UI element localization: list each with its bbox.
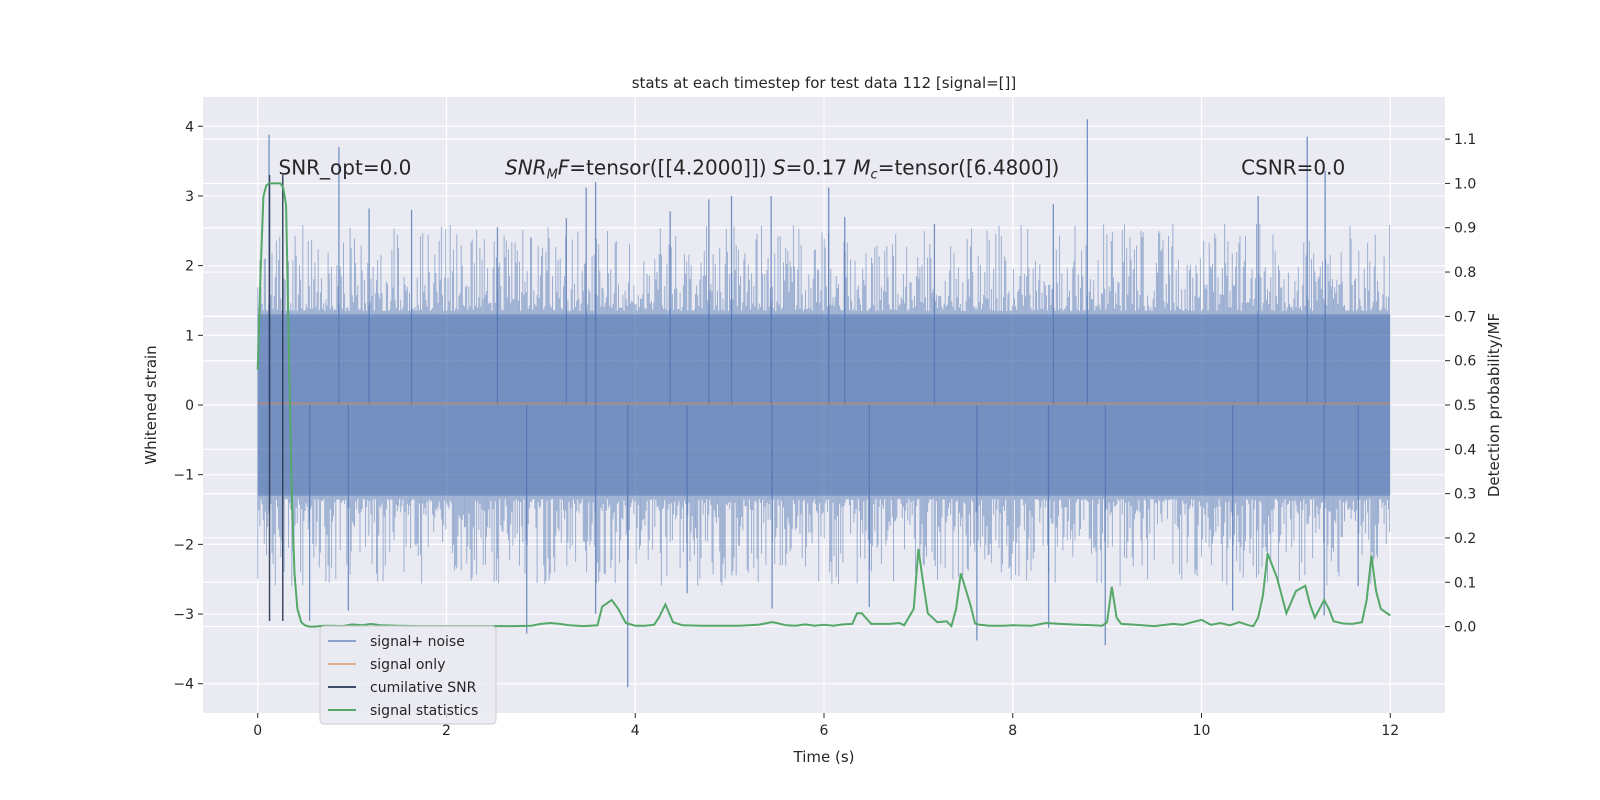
legend-box — [319, 625, 497, 725]
y-tick-label: −1 — [173, 468, 194, 484]
x-tick-label: 8 — [1008, 723, 1017, 739]
y-right-tick-label: 0.3 — [1454, 487, 1476, 503]
x-tick-label: 0 — [253, 723, 262, 739]
x-tick-label: 2 — [442, 723, 451, 739]
x-axis-label: Time (s) — [793, 748, 855, 766]
y-tick-label: 4 — [185, 119, 194, 135]
y-tick-label: −2 — [173, 537, 194, 553]
annotation-snr-opt: SNR_opt=0.0 — [279, 156, 412, 180]
y-right-tick-label: 0.4 — [1454, 442, 1476, 458]
y-right-axis-label: Detection probability/MF — [1485, 313, 1503, 497]
legend-label: signal+ noise — [370, 634, 465, 650]
y-right-tick-label: 0.8 — [1454, 265, 1476, 281]
series-cumilative-snr — [268, 175, 284, 622]
y-right-tick-label: 0.7 — [1454, 309, 1476, 325]
annotations: SNR_opt=0.0 SNRMF=tensor([[4.2000]]) S=0.… — [279, 156, 1346, 183]
y-tick-label: 0 — [185, 398, 194, 414]
x-tick-label: 10 — [1193, 723, 1211, 739]
y-right-tick-label: 1.1 — [1454, 132, 1476, 148]
y-right-tick-label: 1.0 — [1454, 176, 1476, 192]
y-right-tick-label: 0.6 — [1454, 354, 1476, 370]
y-right-tick-label: 0.9 — [1454, 221, 1476, 237]
y-tick-label: 1 — [185, 328, 194, 344]
annotation-csnr: CSNR=0.0 — [1241, 156, 1345, 180]
y-tick-label: 2 — [185, 259, 194, 275]
legend-label: signal statistics — [370, 703, 478, 719]
chart-title: stats at each timestep for test data 112… — [632, 74, 1017, 92]
series-line — [256, 182, 1391, 629]
x-axis-ticks: 0 2 4 6 8 10 12 — [253, 713, 1399, 739]
series-signal-statistics — [256, 182, 1391, 629]
x-tick-label: 12 — [1381, 723, 1399, 739]
legend-label: signal only — [370, 657, 445, 673]
x-tick-label: 4 — [631, 723, 640, 739]
annotation-snr-mf: SNRMF=tensor([[4.2000]]) S=0.17 Mc=tenso… — [505, 156, 1059, 183]
y-right-tick-label: 0.1 — [1454, 575, 1476, 591]
x-tick-label: 6 — [820, 723, 829, 739]
y-right-tick-label: 0.0 — [1454, 620, 1476, 636]
y-right-axis-ticks: 0.0 0.1 0.2 0.3 0.4 0.5 0.6 0.7 0.8 0.9 1.0 1.1 — [1445, 132, 1476, 636]
series-signal-noise — [257, 119, 1391, 688]
y-right-tick-label: 0.5 — [1454, 398, 1476, 414]
y-right-tick-label: 0.2 — [1454, 531, 1476, 547]
legend-label: cumilative SNR — [370, 680, 477, 696]
y-tick-label: −3 — [173, 607, 194, 623]
y-tick-label: −4 — [173, 677, 194, 693]
series-layer — [256, 119, 1391, 688]
legend: signal+ noise signal only cumilative SNR si… — [319, 625, 497, 725]
y-tick-label: 3 — [185, 189, 194, 205]
y-axis-label: Whitened strain — [142, 345, 160, 464]
y-axis-ticks: −4 −3 −2 −1 0 1 2 3 4 — [173, 119, 203, 693]
